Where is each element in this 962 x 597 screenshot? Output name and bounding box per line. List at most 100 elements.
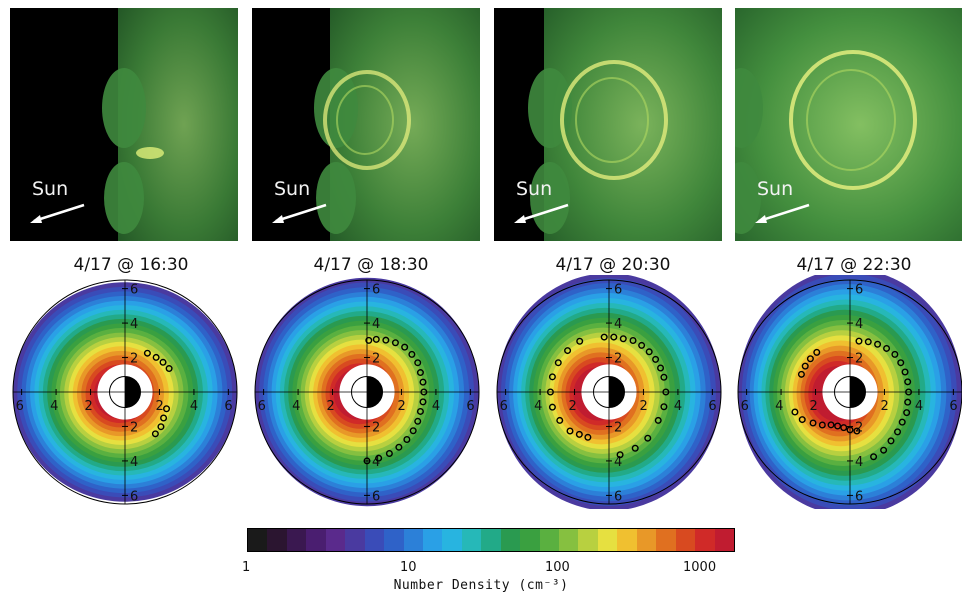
colorbar-segment: [597, 529, 618, 551]
boundary-marker: [554, 359, 562, 367]
boundary-marker: [662, 388, 670, 396]
colorbar-tick-label: 1000: [683, 560, 717, 575]
polar-tick-label: 4: [614, 317, 622, 332]
polar-tick-label: 2: [397, 399, 405, 414]
emission-ring: [336, 85, 394, 155]
sun-arrow-icon: [272, 203, 327, 223]
boundary-marker: [165, 365, 173, 373]
boundary-marker: [143, 349, 151, 357]
polar-tick-label: 4: [50, 399, 58, 414]
sun-arrow-icon: [514, 203, 569, 223]
colorbar-segment: [461, 529, 482, 551]
boundary-marker: [576, 337, 584, 345]
boundary-marker: [548, 403, 556, 411]
boundary-marker: [409, 427, 417, 435]
colorbar-segment: [248, 529, 268, 551]
boundary-marker: [163, 405, 171, 413]
polar-tick-label: 6: [372, 489, 380, 504]
boundary-marker: [401, 343, 409, 351]
time-label: 4/17 @ 18:30: [313, 255, 429, 275]
boundary-marker: [905, 388, 913, 396]
boundary-marker: [157, 423, 165, 431]
boundary-marker: [654, 416, 662, 424]
polar-tick-label: 6: [708, 399, 716, 414]
polar-tick-label: 4: [855, 317, 863, 332]
green-emission-image: [102, 8, 238, 241]
emission-bulge: [735, 68, 763, 148]
colorbar-segment: [267, 529, 287, 551]
polar-tick-label: 4: [855, 455, 863, 470]
emission-ring: [560, 60, 668, 180]
boundary-marker: [904, 378, 912, 386]
boundary-marker: [566, 427, 574, 435]
colorbar-tick-label: 10: [400, 560, 417, 575]
boundary-marker: [904, 398, 912, 406]
emission-bulge: [104, 162, 144, 234]
colorbar-segment: [578, 529, 598, 551]
boundary-marker: [385, 450, 393, 458]
colorbar-segment: [422, 529, 443, 551]
boundary-marker: [414, 417, 422, 425]
boundary-marker: [813, 348, 821, 356]
boundary-marker: [365, 336, 373, 344]
boundary-marker: [657, 364, 665, 372]
boundary-marker: [419, 398, 427, 406]
boundary-marker: [564, 347, 572, 355]
polar-tick-label: 6: [614, 489, 622, 504]
image-panel-4: Sun: [735, 8, 962, 241]
colorbar-title: Number Density (cm⁻³): [393, 578, 569, 593]
emission-bulge: [530, 162, 570, 234]
colorbar-segment: [384, 529, 404, 551]
boundary-marker: [840, 424, 848, 432]
boundary-marker: [152, 353, 160, 361]
polar-tick-label: 4: [372, 455, 380, 470]
colorbar-segment: [442, 529, 462, 551]
boundary-marker: [644, 434, 652, 442]
polar-tick-label: 2: [130, 352, 138, 367]
time-label: 4/17 @ 22:30: [796, 255, 912, 275]
polar-tick-label: 6: [949, 399, 957, 414]
boundary-marker: [629, 336, 637, 344]
boundary-marker: [382, 336, 390, 344]
polar-tick-label: 2: [855, 352, 863, 367]
colorbar-segment: [559, 529, 579, 551]
emission-bulge: [316, 162, 356, 234]
emission-ring: [323, 70, 411, 170]
polar-tick-label: 2: [810, 399, 818, 414]
polar-tick-label: 6: [130, 489, 138, 504]
colorbar-segment: [675, 529, 696, 551]
boundary-marker: [610, 333, 618, 341]
boundary-marker: [806, 355, 814, 363]
polar-density-plot-2: 2 2 2 2 4 4 4 4 6 6 6 6: [254, 277, 480, 507]
sun-label: Sun: [32, 178, 69, 200]
boundary-marker: [408, 350, 416, 358]
colorbar-segment: [500, 529, 521, 551]
green-emission-image: [735, 8, 962, 241]
boundary-marker: [160, 414, 168, 422]
colorbar-segment: [364, 529, 385, 551]
polar-tick-label: 4: [190, 399, 198, 414]
boundary-marker: [575, 430, 583, 438]
boundary-marker: [827, 421, 835, 429]
polar-tick-label: 4: [130, 317, 138, 332]
colorbar-segment: [656, 529, 676, 551]
polar-tick-label: 4: [292, 399, 300, 414]
time-label: 4/17 @ 16:30: [73, 255, 189, 275]
boundary-marker: [159, 358, 167, 366]
boundary-marker: [818, 421, 826, 429]
emission-bulge: [735, 162, 761, 234]
boundary-marker: [894, 428, 902, 436]
colorbar-segment: [695, 529, 715, 551]
sun-label: Sun: [516, 178, 553, 200]
boundary-marker: [855, 337, 863, 345]
boundary-marker: [600, 333, 608, 341]
polar-tick-label: 6: [224, 399, 232, 414]
boundary-marker: [891, 350, 899, 358]
boundary-marker: [660, 373, 668, 381]
boundary-marker: [853, 427, 861, 435]
polar-tick-label: 6: [258, 399, 266, 414]
boundary-marker: [898, 418, 906, 426]
boundary-marker: [864, 338, 872, 346]
polar-tick-label: 6: [855, 489, 863, 504]
boundary-marker: [897, 359, 905, 367]
